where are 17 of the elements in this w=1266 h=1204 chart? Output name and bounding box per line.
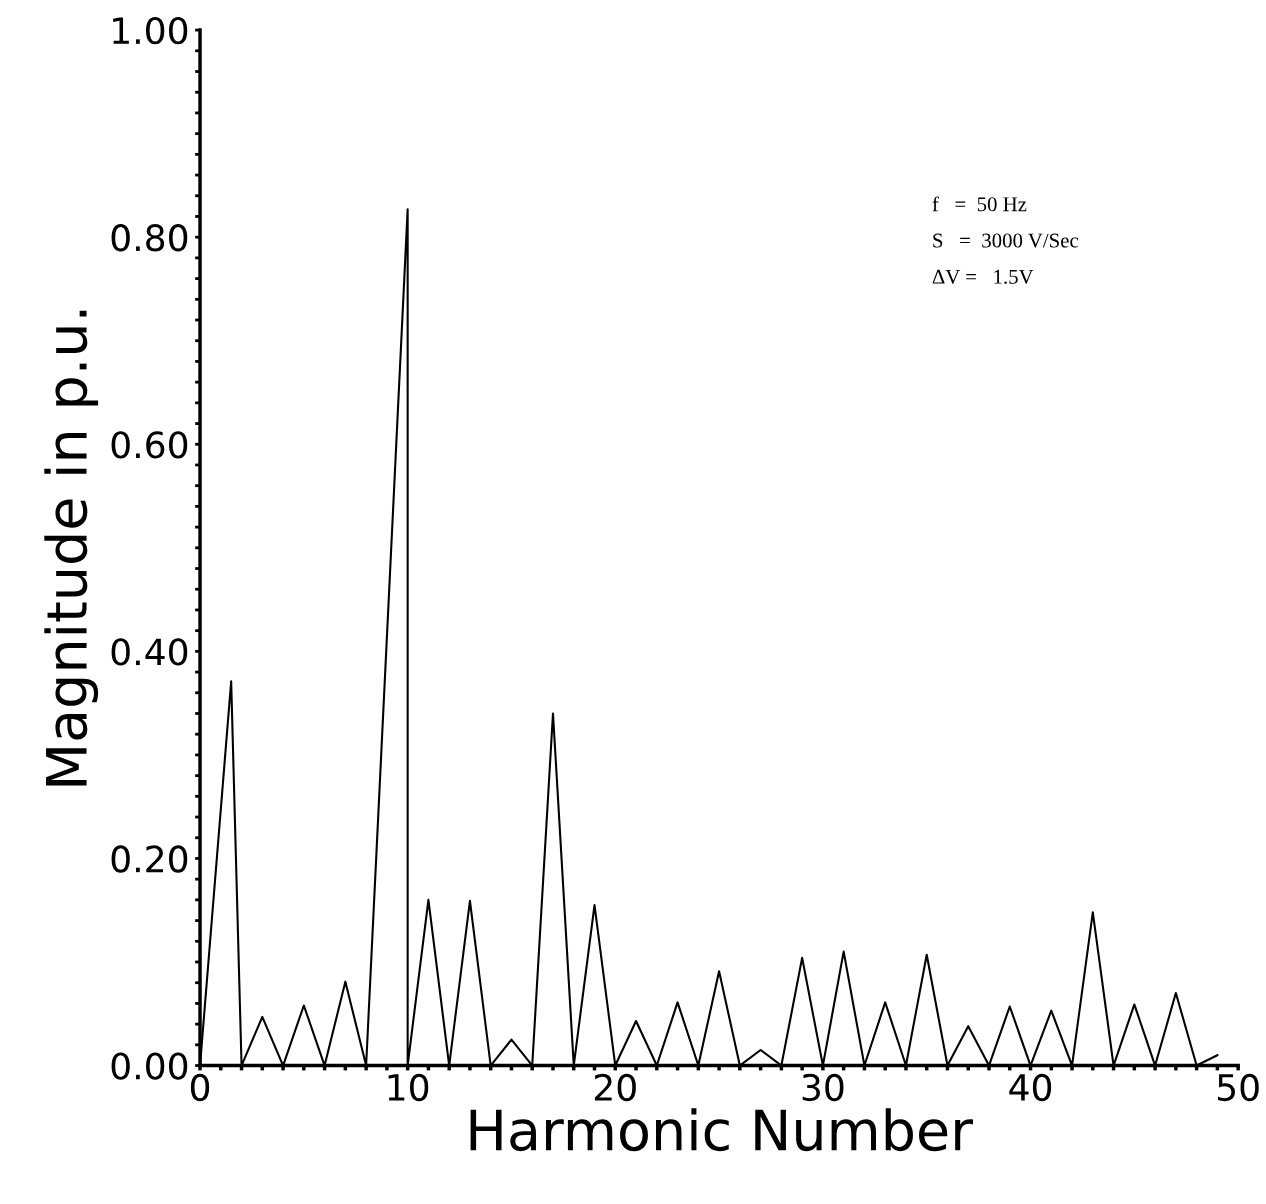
y-tick-label: 0.60 (111, 431, 188, 459)
x-tick-label: 10 (388, 1073, 429, 1102)
y-tick-label: 0.20 (111, 845, 188, 873)
y-tick-label: 0.80 (111, 224, 188, 252)
x-axis-title: Harmonic Number (470, 1108, 973, 1152)
x-tick-label: 50 (1217, 1073, 1259, 1102)
annotation: f = 50 Hz (932, 196, 1027, 212)
y-axis-title: Magnitude in p.u. (44, 310, 99, 786)
y-tick-label: 0.40 (111, 638, 188, 666)
x-tick-label: 20 (594, 1073, 636, 1102)
annotation: S = 3000 V/Sec (933, 233, 1079, 248)
y-tick-label: 0.00 (111, 1052, 188, 1080)
x-tick-label: 30 (802, 1073, 844, 1102)
annotation: ΔV = 1.5V (932, 269, 1034, 284)
y-tick-label: 1.00 (113, 17, 188, 45)
x-tick-label: 40 (1009, 1073, 1052, 1102)
x-tick-label: 0 (190, 1073, 210, 1102)
